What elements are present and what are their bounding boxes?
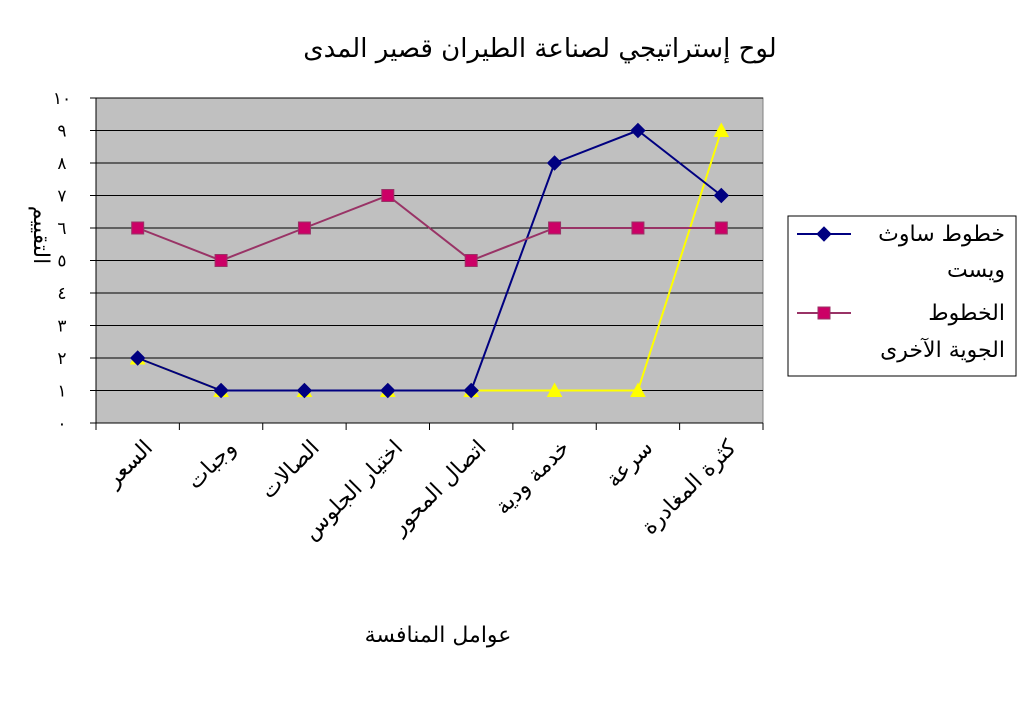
legend-marker xyxy=(817,306,831,320)
data-point xyxy=(630,122,646,139)
series-line xyxy=(137,194,722,262)
data-point xyxy=(213,382,229,399)
y-tick-label: ٥ xyxy=(57,252,66,272)
data-point xyxy=(548,221,562,235)
x-tick-label: وجبات xyxy=(182,436,241,495)
x-axis-label: عوامل المنافسة xyxy=(365,623,512,648)
legend-marker xyxy=(816,226,832,242)
data-point xyxy=(463,382,479,399)
data-point xyxy=(546,155,563,171)
legend-label: الخطوط xyxy=(928,301,1005,326)
y-tick-labels: ٠ ١ ٢ ٣ ٤ ٥ ٦ ٧ ٨ ٩ ١٠ xyxy=(53,89,71,434)
legend-label: ويست xyxy=(947,258,1005,283)
data-point xyxy=(464,254,478,267)
legend-label: خطوط ساوث xyxy=(878,222,1005,247)
y-axis-label: التقييم xyxy=(28,206,53,265)
axes xyxy=(90,97,764,430)
x-tick-label: السعر xyxy=(101,436,158,493)
legend: خطوط ساوث ويست الخطوط الجوية الآخرى xyxy=(787,215,1017,377)
y-tick-label: ٦ xyxy=(57,219,66,239)
y-tick-label: ١ xyxy=(57,382,66,402)
series-layer xyxy=(129,122,730,399)
data-point xyxy=(381,189,395,202)
data-point xyxy=(714,221,728,235)
x-tick-label: سرعة xyxy=(601,436,658,493)
y-tick-label: ٤ xyxy=(57,284,66,304)
data-point xyxy=(129,350,146,366)
data-point xyxy=(131,221,145,235)
data-point xyxy=(631,221,645,235)
legend-label: الجوية الآخرى xyxy=(880,337,1005,363)
legend-box xyxy=(787,215,1017,377)
x-tick-label: خدمة ودية xyxy=(491,436,575,520)
y-tick-label: ٣ xyxy=(57,317,66,337)
data-point xyxy=(630,382,646,397)
series-line xyxy=(137,129,722,392)
chart-title: لوح إستراتيجي لصناعة الطيران قصير المدى xyxy=(303,34,776,64)
data-point xyxy=(296,382,313,399)
y-tick-label: ٧ xyxy=(57,187,66,207)
y-tick-label: ٨ xyxy=(57,154,66,174)
x-tick-label: الصالات xyxy=(256,436,324,504)
data-point xyxy=(713,187,730,204)
data-point xyxy=(214,254,228,267)
data-point xyxy=(713,122,730,137)
y-tick-label: ٢ xyxy=(57,349,66,369)
data-point xyxy=(297,221,311,235)
y-tick-label: ٩ xyxy=(57,122,66,142)
y-tick-label: ٠ xyxy=(57,414,66,434)
data-point xyxy=(380,382,396,399)
data-point xyxy=(546,382,563,397)
series-diamond xyxy=(129,122,730,399)
legend-items: خطوط ساوث ويست الخطوط الجوية الآخرى xyxy=(797,222,1005,363)
y-tick-label: ١٠ xyxy=(53,89,71,109)
series-square xyxy=(131,189,728,267)
